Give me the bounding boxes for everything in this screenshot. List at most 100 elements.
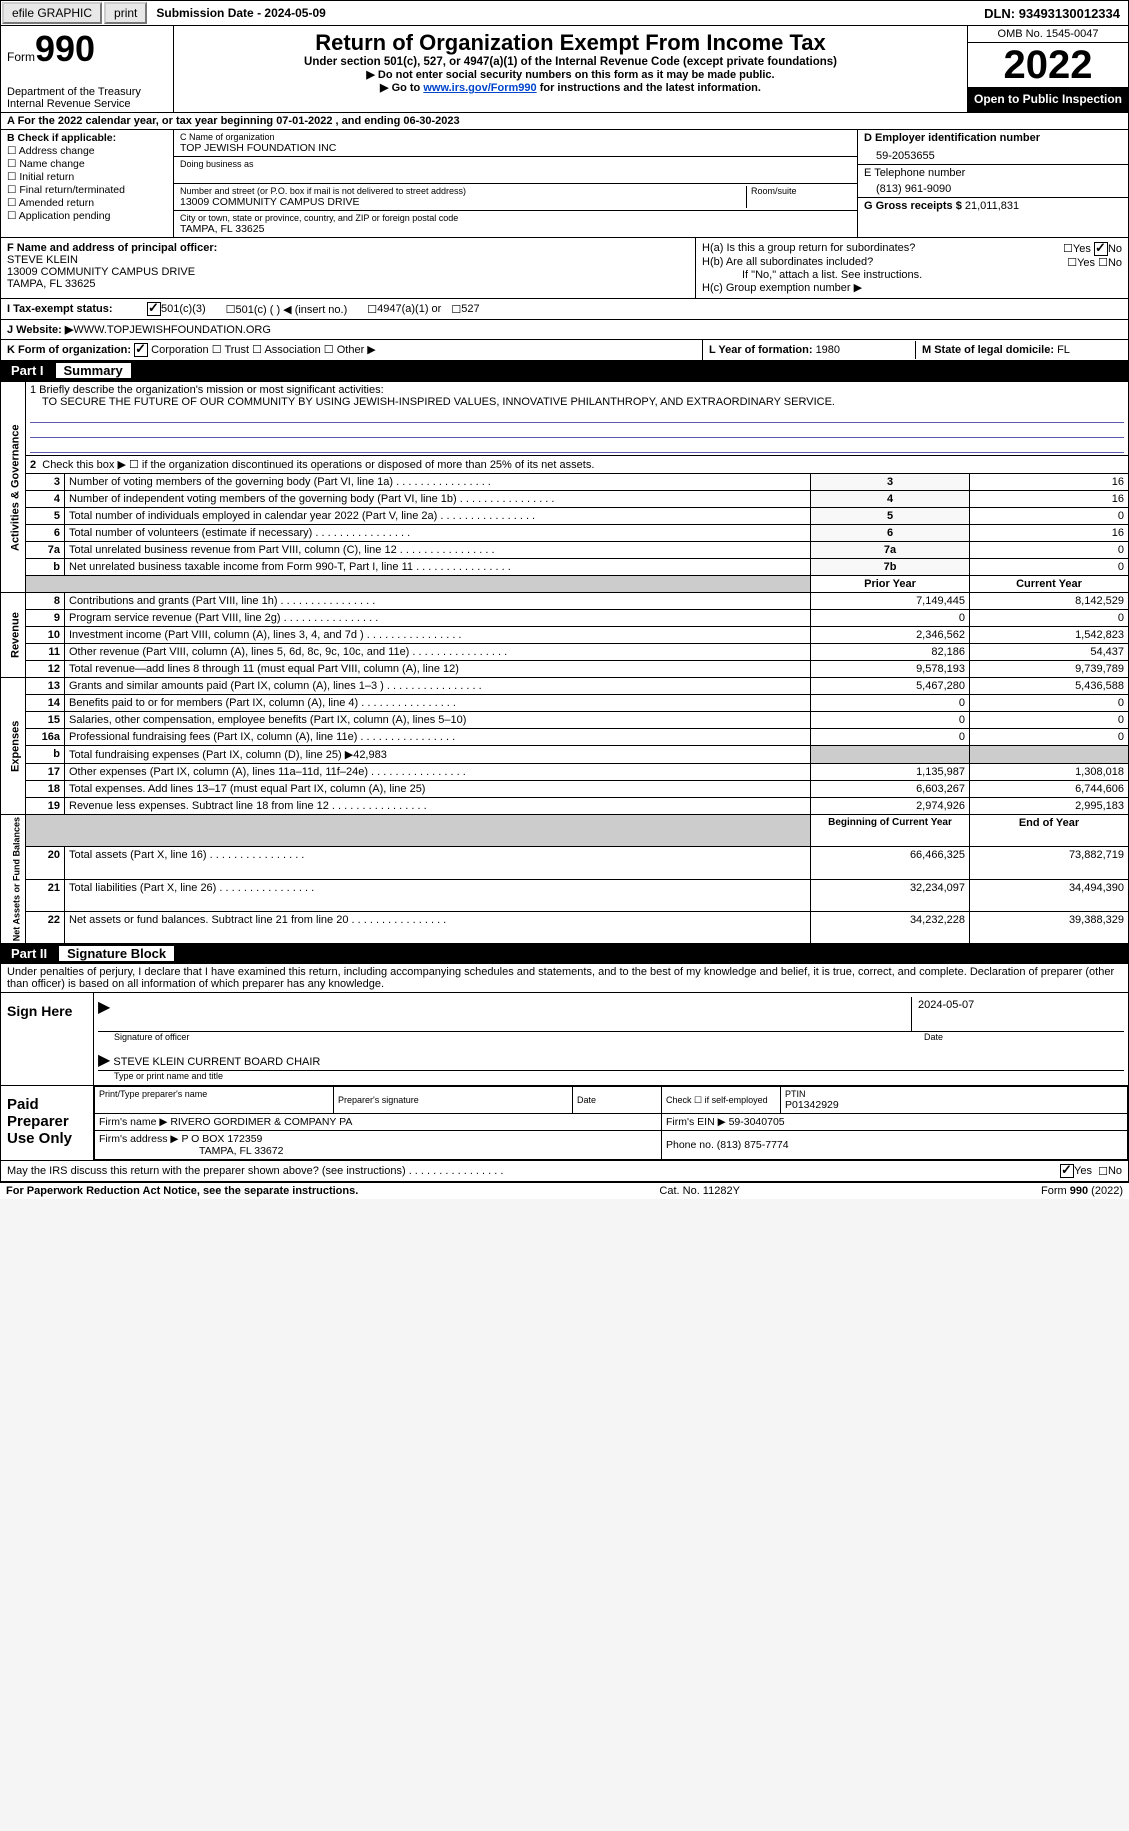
gov-row: 3Number of voting members of the governi… (1, 474, 1129, 491)
exp-row: bTotal fundraising expenses (Part IX, co… (1, 746, 1129, 764)
form-ref: Form 990 (2022) (1041, 1185, 1123, 1197)
pra-notice: For Paperwork Reduction Act Notice, see … (6, 1185, 358, 1197)
firm-name: RIVERO GORDIMER & COMPANY PA (170, 1116, 352, 1128)
sign-here-section: Sign Here ▶ 2024-05-07 Signature of offi… (0, 993, 1129, 1086)
k-corp-check (134, 343, 148, 357)
gov-row: 6Total number of volunteers (estimate if… (1, 525, 1129, 542)
dept-treasury: Department of the Treasury (7, 86, 167, 98)
hc-label: H(c) Group exemption number ▶ (702, 281, 1122, 294)
ha-label: H(a) Is this a group return for subordin… (702, 242, 915, 256)
gross: 21,011,831 (965, 200, 1019, 212)
ein-label: D Employer identification number (864, 132, 1122, 144)
net-row: 20Total assets (Part X, line 16)66,466,3… (1, 847, 1129, 879)
line2: Check this box ▶ ☐ if the organization d… (42, 459, 594, 471)
officer-name-title: STEVE KLEIN CURRENT BOARD CHAIR (113, 1056, 320, 1068)
row-j: J Website: ▶ WWW.TOPJEWISHFOUNDATION.ORG (0, 320, 1129, 340)
dept-irs: Internal Revenue Service (7, 98, 167, 110)
submission-date: Submission Date - 2024-05-09 (148, 4, 333, 22)
org-name: TOP JEWISH FOUNDATION INC (180, 142, 851, 154)
ein: 59-2053655 (864, 144, 1122, 162)
top-bar: efile GRAPHIC print Submission Date - 20… (0, 0, 1129, 26)
exp-row: 16aProfessional fundraising fees (Part I… (1, 729, 1129, 746)
part2-header: Part II Signature Block (0, 944, 1129, 964)
col-b-checks: B Check if applicable: ☐ Address change … (1, 130, 174, 237)
firm-addr1: P O BOX 172359 (181, 1133, 262, 1145)
discuss-row: May the IRS discuss this return with the… (0, 1161, 1129, 1182)
goto-note: ▶ Go to www.irs.gov/Form990 for instruct… (180, 81, 961, 94)
i-501c3-check (147, 302, 161, 316)
ha-no-check (1094, 242, 1108, 256)
perjury: Under penalties of perjury, I declare th… (0, 964, 1129, 993)
net-row: 22Net assets or fund balances. Subtract … (1, 912, 1129, 944)
gov-row: 7aTotal unrelated business revenue from … (1, 542, 1129, 559)
part1-header: Part I Summary (0, 361, 1129, 381)
exp-row: 19Revenue less expenses. Subtract line 1… (1, 798, 1129, 815)
cat-no: Cat. No. 11282Y (659, 1185, 740, 1197)
officer-name: STEVE KLEIN (7, 254, 689, 266)
tel-label: E Telephone number (864, 167, 1122, 179)
section-bcd: B Check if applicable: ☐ Address change … (0, 130, 1129, 238)
officer-label: F Name and address of principal officer: (7, 242, 689, 254)
gov-row: 5Total number of individuals employed in… (1, 508, 1129, 525)
efile-badge: efile GRAPHIC (2, 2, 102, 24)
addr-label: Number and street (or P.O. box if mail i… (180, 186, 746, 196)
open-to-public: Open to Public Inspection (968, 88, 1128, 112)
tab-exp: Expenses (1, 678, 26, 815)
print-button[interactable]: print (104, 2, 147, 24)
col-h: H(a) Is this a group return for subordin… (696, 238, 1128, 298)
col-c: C Name of organization TOP JEWISH FOUNDA… (174, 130, 857, 237)
ssn-note: ▶ Do not enter social security numbers o… (180, 68, 961, 81)
rev-row: 9Program service revenue (Part VIII, lin… (1, 610, 1129, 627)
city-label: City or town, state or province, country… (180, 213, 851, 223)
rev-row: 12Total revenue—add lines 8 through 11 (… (1, 661, 1129, 678)
tab-rev: Revenue (1, 593, 26, 678)
tab-gov: Activities & Governance (1, 382, 26, 593)
irs-link[interactable]: www.irs.gov/Form990 (423, 82, 536, 94)
calendar-year-row: A For the 2022 calendar year, or tax yea… (0, 113, 1129, 130)
rev-row: 11Other revenue (Part VIII, column (A), … (1, 644, 1129, 661)
sign-here-label: Sign Here (1, 993, 94, 1085)
dba-label: Doing business as (180, 159, 851, 169)
rev-row: 10Investment income (Part VIII, column (… (1, 627, 1129, 644)
form-label: Form (7, 50, 35, 64)
exp-row: 15Salaries, other compensation, employee… (1, 712, 1129, 729)
exp-row: 14Benefits paid to or for members (Part … (1, 695, 1129, 712)
firm-ein: 59-3040705 (729, 1116, 785, 1128)
paid-preparer-section: Paid Preparer Use Only Print/Type prepar… (0, 1086, 1129, 1161)
officer-addr: 13009 COMMUNITY CAMPUS DRIVE (7, 266, 689, 278)
gross-label: G Gross receipts $ (864, 200, 965, 212)
row-i: I Tax-exempt status: 501(c)(3) ☐ 501(c) … (0, 299, 1129, 320)
opt-name: ☐ Name change (7, 158, 167, 170)
summary-table: Activities & Governance 1 Briefly descri… (0, 381, 1129, 944)
hb-label: H(b) Are all subordinates included? (702, 256, 873, 269)
form-header: Form990 Department of the Treasury Inter… (0, 26, 1129, 113)
b-label: B Check if applicable: (7, 132, 167, 144)
footer: For Paperwork Reduction Act Notice, see … (0, 1182, 1129, 1199)
opt-initial: ☐ Initial return (7, 171, 167, 183)
mission-text: TO SECURE THE FUTURE OF OUR COMMUNITY BY… (30, 396, 1124, 408)
mission-label: 1 Briefly describe the organization's mi… (30, 384, 1124, 396)
addr: 13009 COMMUNITY CAMPUS DRIVE (180, 196, 746, 208)
firm-phone: (813) 875-7774 (717, 1139, 789, 1151)
opt-amended: ☐ Amended return (7, 197, 167, 209)
return-title: Return of Organization Exempt From Incom… (180, 30, 961, 56)
city: TAMPA, FL 33625 (180, 223, 851, 235)
paid-prep-label: Paid Preparer Use Only (1, 1086, 94, 1160)
sig-date: 2024-05-07 (911, 997, 1124, 1032)
officer-city: TAMPA, FL 33625 (7, 278, 689, 290)
opt-final: ☐ Final return/terminated (7, 184, 167, 196)
tab-net: Net Assets or Fund Balances (1, 815, 26, 944)
section-fh: F Name and address of principal officer:… (0, 238, 1129, 299)
form-number: 990 (35, 28, 95, 69)
tax-year: 2022 (968, 43, 1128, 88)
exp-row: 18Total expenses. Add lines 13–17 (must … (1, 781, 1129, 798)
ptin: P01342929 (785, 1099, 839, 1111)
net-row: 21Total liabilities (Part X, line 26)32,… (1, 879, 1129, 911)
omb-number: OMB No. 1545-0047 (968, 26, 1128, 43)
return-subtitle: Under section 501(c), 527, or 4947(a)(1)… (180, 56, 961, 68)
gov-row: bNet unrelated business taxable income f… (1, 559, 1129, 576)
website: WWW.TOPJEWISHFOUNDATION.ORG (73, 324, 271, 336)
exp-row: 17Other expenses (Part IX, column (A), l… (1, 764, 1129, 781)
org-name-label: C Name of organization (180, 132, 851, 142)
row-klm: K Form of organization: Corporation ☐ Tr… (0, 340, 1129, 361)
